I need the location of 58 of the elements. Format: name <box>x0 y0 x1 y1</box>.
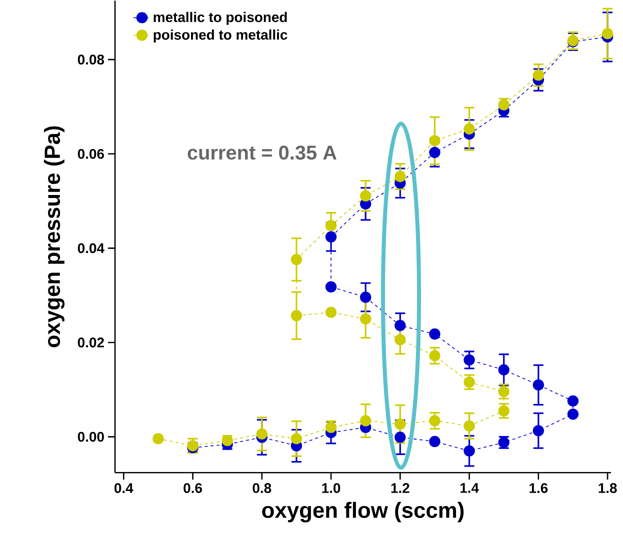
point <box>567 396 579 407</box>
point <box>290 433 302 444</box>
point <box>532 70 544 81</box>
point <box>464 354 475 366</box>
point <box>429 147 440 158</box>
x-tick-label: 1.8 <box>598 483 617 494</box>
point <box>360 292 372 304</box>
point <box>602 28 614 40</box>
point <box>429 415 440 427</box>
point <box>429 135 440 146</box>
point <box>360 313 372 325</box>
point <box>290 310 302 322</box>
point <box>394 334 406 346</box>
point <box>394 320 406 332</box>
point <box>290 254 302 266</box>
x-tick-label: 1.6 <box>530 483 548 494</box>
x-tick-label: 0.6 <box>184 483 202 494</box>
x-tick-label: 0.4 <box>114 483 134 494</box>
point <box>325 422 337 434</box>
legend-label: metallic to poisoned <box>154 12 287 26</box>
point <box>325 231 337 243</box>
point <box>429 436 440 448</box>
point <box>394 418 406 430</box>
point <box>498 386 510 398</box>
y-tick-label: 0.02 <box>78 338 104 348</box>
point <box>464 446 475 457</box>
point <box>498 99 510 111</box>
point <box>532 425 544 436</box>
point <box>498 364 510 376</box>
point <box>394 171 406 182</box>
point <box>152 433 164 444</box>
point <box>360 190 372 202</box>
point <box>429 350 440 362</box>
y-tick-label: 0.00 <box>78 432 104 442</box>
point <box>567 408 579 420</box>
point <box>464 420 475 432</box>
point <box>394 432 406 444</box>
point <box>325 306 337 318</box>
y-tick-label: 0.08 <box>78 54 104 65</box>
y-tick-label: 0.06 <box>78 149 104 160</box>
legend-label: poisoned to metallic <box>154 30 288 43</box>
y-axis-title: oxygen pressure (Pa) <box>44 126 64 348</box>
point <box>325 220 337 232</box>
point <box>325 281 337 293</box>
point <box>532 380 544 391</box>
x-tick-label: 1.0 <box>322 483 340 494</box>
x-tick-label: 0.8 <box>252 483 272 494</box>
x-tick-label: 1.2 <box>391 483 410 494</box>
y-tick-label: 0.04 <box>78 243 104 254</box>
x-axis-title: oxygen flow (sccm) <box>262 502 464 523</box>
point <box>464 376 475 388</box>
annotation: current = 0.35 A <box>188 146 336 160</box>
point <box>429 328 440 340</box>
x-tick-label: 1.4 <box>460 483 479 493</box>
point <box>464 123 475 135</box>
point <box>360 415 372 427</box>
point <box>256 428 268 440</box>
point <box>222 435 233 446</box>
